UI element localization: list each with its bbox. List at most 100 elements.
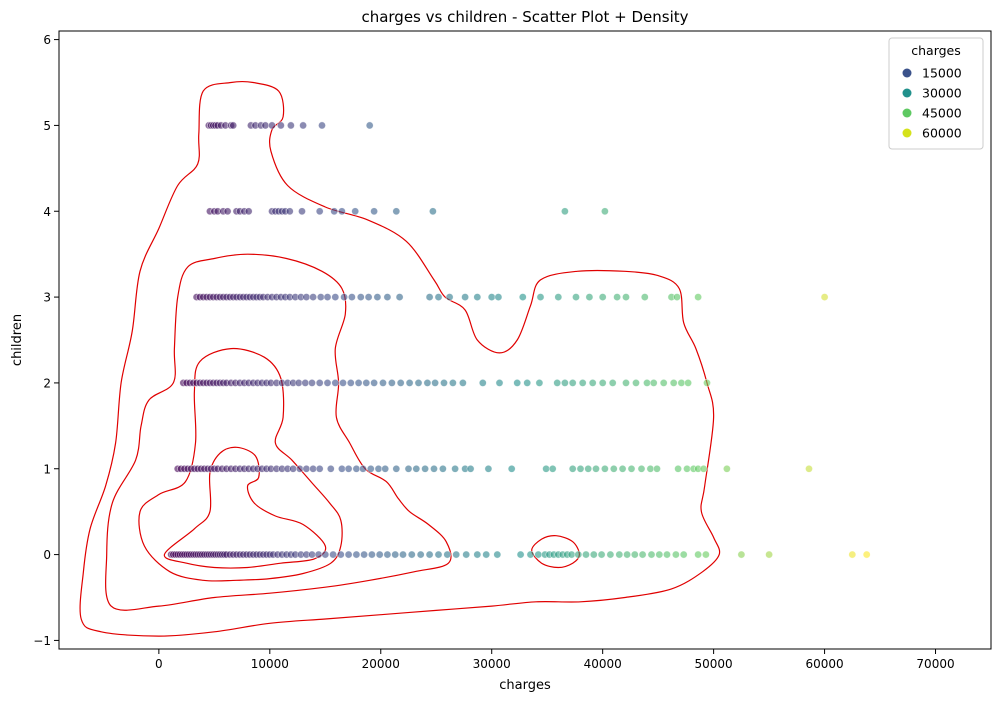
scatter-point [484,464,493,473]
scatter-point [330,207,339,216]
scatter-point [679,550,688,559]
scatter-point [615,550,624,559]
scatter-point [309,293,317,301]
scatter-point [622,293,630,301]
legend-label: 15000 [922,66,962,81]
scatter-point [379,378,387,387]
scatter-point [663,550,671,559]
scatter-point [414,378,423,387]
scatter-point [672,550,680,559]
scatter-point [609,464,618,473]
scatter-point [425,550,434,559]
scatter-point [526,550,535,559]
scatter-point [582,550,590,559]
x-axis-ticks: 0 10000 20000 30000 40000 50000 60000 70000 [155,649,955,671]
scatter-point [374,464,383,473]
scatter-point [737,550,746,559]
scatter-point [244,207,253,216]
scatter-point [321,550,330,559]
scatter-point [473,293,482,301]
scatter-point [352,464,361,473]
scatter-point [684,378,692,387]
scatter-point [340,293,348,301]
density-contour-inner [163,446,327,569]
scatter-point [331,293,340,301]
scatter-point [302,293,311,301]
scatter-point [597,550,606,559]
scatter-point [315,464,324,473]
scatter-point [295,464,304,473]
scatter-point [647,550,656,559]
scatter-point [669,378,678,387]
scatter-point [404,464,413,473]
scatter-point [354,378,363,387]
legend-label: 60000 [922,126,962,141]
scatter-point [364,293,373,301]
scatter-point [561,207,569,216]
scatter-point [392,464,401,473]
scatter-point [315,378,324,387]
x-tick-label: 0 [155,657,163,671]
x-tick-label: 30000 [473,657,511,671]
scatter-point [308,550,316,559]
legend-marker [902,108,912,118]
scatter-point [423,378,432,387]
scatter-point [276,121,285,130]
scatter-point [443,550,452,559]
scatter-point [536,293,545,301]
scatter-point [643,378,651,387]
chart-title: charges vs children - Scatter Plot + Den… [361,8,688,26]
scatter-point [458,378,467,387]
scatter-point [323,378,332,387]
scatter-point [703,378,711,387]
scatter-point [352,550,361,559]
scatter-point [399,550,407,559]
y-tick-label: 3 [43,291,51,305]
scatter-point [630,550,639,559]
scatter-point [438,464,447,473]
scatter-point [623,550,631,559]
scatter-point [428,207,437,216]
scatter-point [375,550,384,559]
density-contour-third [138,347,343,582]
scatter-point [381,464,390,473]
scatter-point [723,464,731,473]
scatter-point [326,464,335,473]
scatter-point [366,464,375,473]
scatter-point [646,464,655,473]
scatter-point [302,464,311,473]
scatter-point [608,378,617,387]
scatter-point [659,378,668,387]
legend-label: 45000 [922,106,962,121]
scatter-point [699,464,708,473]
scatter-point [370,207,378,216]
legend-marker [902,68,912,78]
scatter-point [622,378,630,387]
plot-frame [58,30,992,650]
scatter-point [285,207,294,216]
scatter-point [601,464,609,473]
scatter-point [589,550,598,559]
scatter-point [289,464,297,473]
scatter-point [223,207,232,216]
scatter-point [584,464,593,473]
scatter-point [445,293,454,301]
scatter-point [359,464,367,473]
y-axis-label: children [10,314,25,366]
scatter-point [331,378,340,387]
scatter-point [694,550,702,559]
x-tick-label: 60000 [805,657,843,671]
scatter-point [655,550,664,559]
scatter-point [294,378,303,387]
scatter-point [572,293,580,301]
scatter-point [518,293,527,301]
scatter-point [561,378,569,387]
y-tick-label: 2 [43,376,51,390]
scatter-point [820,293,829,301]
scatter-point [606,550,615,559]
scatter-point [585,293,594,301]
scatter-point [535,378,544,387]
x-tick-label: 10000 [251,657,289,671]
scatter-point [308,378,316,387]
